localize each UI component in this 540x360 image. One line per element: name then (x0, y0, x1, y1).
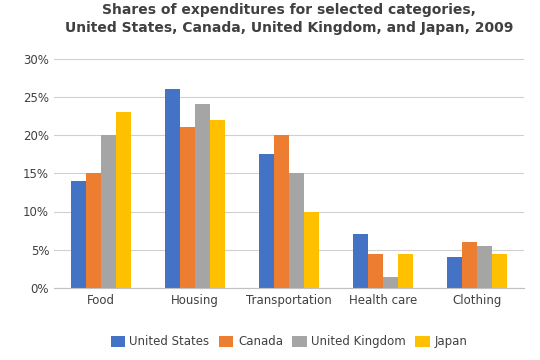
Bar (477, 246, 492, 288)
Bar (492, 253, 507, 288)
Bar (210, 120, 225, 288)
Bar (195, 104, 210, 288)
Bar (447, 257, 462, 288)
Legend: United States, Canada, United Kingdom, Japan: United States, Canada, United Kingdom, J… (106, 330, 472, 353)
Bar (71, 181, 86, 288)
Bar (462, 242, 477, 288)
Bar (304, 211, 319, 288)
Bar (116, 112, 131, 288)
Bar (368, 253, 383, 288)
Bar (101, 135, 116, 288)
Bar (274, 135, 289, 288)
Bar (383, 276, 398, 288)
Bar (398, 253, 413, 288)
Bar (259, 154, 274, 288)
Bar (180, 127, 195, 288)
Bar (353, 234, 368, 288)
Title: Shares of expenditures for selected categories,
United States, Canada, United Ki: Shares of expenditures for selected cate… (65, 3, 513, 35)
Bar (165, 89, 180, 288)
Bar (289, 173, 304, 288)
Bar (86, 173, 101, 288)
